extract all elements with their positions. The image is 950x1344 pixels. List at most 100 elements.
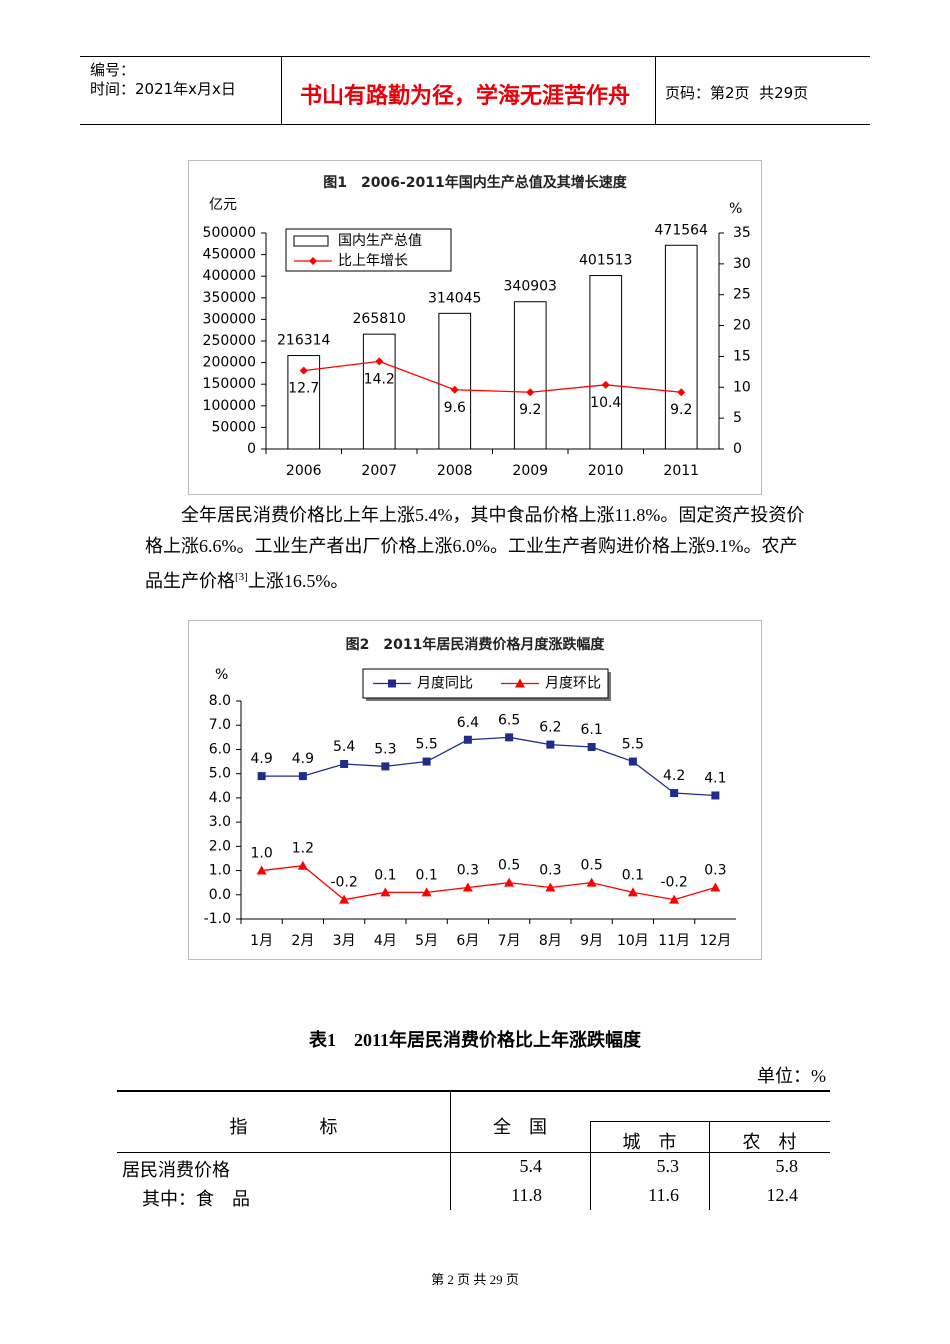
y-tick-label: 2.0 xyxy=(209,838,231,854)
data-label: 401513 xyxy=(579,253,632,269)
y-tick-label: 250000 xyxy=(203,333,256,349)
point xyxy=(587,743,596,752)
table-rule xyxy=(117,1090,830,1092)
point xyxy=(297,860,308,870)
data-label: 0.3 xyxy=(704,863,726,879)
y-tick-label: 350000 xyxy=(203,290,256,306)
x-tick-label: 9月 xyxy=(580,933,603,949)
table-header: 指 标 xyxy=(229,1117,338,1137)
page-number: 页码：第2页 共29页 xyxy=(665,84,809,102)
legend-label: 月度环比 xyxy=(545,676,601,692)
data-label: 4.9 xyxy=(250,751,272,767)
data-label: 6.5 xyxy=(498,712,520,728)
table-cell-number: 5.8 xyxy=(775,1156,799,1176)
footer: 第 2 页 共 29 页 xyxy=(431,1272,519,1287)
y-axis-label: 亿元 xyxy=(209,197,237,213)
point xyxy=(257,772,266,781)
table-cell-number: 5.3 xyxy=(656,1156,680,1176)
legend-label: 比上年增长 xyxy=(338,253,408,269)
y2-tick-label: 25 xyxy=(733,287,751,303)
point xyxy=(546,740,555,749)
data-label: 4.2 xyxy=(663,768,685,784)
y-tick-label: 300000 xyxy=(203,311,256,327)
x-tick-label: 2007 xyxy=(361,463,397,479)
chart: 图2 2011年居民消费价格月度涨跌幅度% -1.0 0.0 1.0 2.0 3.0 4.0… xyxy=(204,636,736,949)
point xyxy=(711,791,720,800)
data-label: 471564 xyxy=(655,222,709,238)
data-label: 0.3 xyxy=(539,863,561,879)
x-tick-label: 2009 xyxy=(512,463,548,479)
data-label: 6.1 xyxy=(580,722,602,738)
y-tick-label: 6.0 xyxy=(209,741,231,757)
point xyxy=(601,380,610,389)
paragraph-text: 上涨16.5%。 xyxy=(247,571,349,591)
y-tick-label: 400000 xyxy=(203,268,256,284)
data-label: 340903 xyxy=(504,279,557,295)
point xyxy=(504,877,515,887)
point xyxy=(677,388,686,397)
data-label: 9.2 xyxy=(519,402,541,418)
x-tick-label: 8月 xyxy=(539,933,562,949)
data-label: 0.5 xyxy=(580,858,602,874)
y-tick-label: 50000 xyxy=(211,419,256,435)
table-cell-number: 11.6 xyxy=(648,1185,679,1205)
point xyxy=(526,388,535,397)
data-label: 6.2 xyxy=(539,720,561,736)
table-cell-label: 其中：食 品 xyxy=(142,1189,250,1209)
legend-marker xyxy=(388,679,396,688)
point xyxy=(375,357,384,366)
table-unit: 单位：% xyxy=(757,1066,826,1086)
point xyxy=(298,772,307,781)
data-label: 5.4 xyxy=(333,739,355,755)
chart-title: 图2 2011年居民消费价格月度涨跌幅度 xyxy=(346,636,606,653)
time: 时间：2021年x月x日 xyxy=(90,80,236,98)
table-cell-label: 居民消费价格 xyxy=(122,1160,230,1180)
point xyxy=(586,877,597,887)
x-tick-label: 2011 xyxy=(663,463,699,479)
y2-tick-label: 20 xyxy=(733,318,751,334)
data-label: 0.3 xyxy=(457,863,479,879)
header-divider xyxy=(281,56,282,125)
point xyxy=(421,887,432,897)
data-label: 4.9 xyxy=(292,751,314,767)
line xyxy=(261,865,716,901)
point xyxy=(339,894,350,904)
point xyxy=(381,762,390,771)
data-label: 5.5 xyxy=(415,737,437,753)
y-tick-label: 0 xyxy=(247,441,256,457)
x-tick-label: 4月 xyxy=(374,933,397,949)
y-tick-label: 4.0 xyxy=(209,790,231,806)
y-tick-label: 8.0 xyxy=(209,693,231,709)
y2-tick-label: 35 xyxy=(733,225,751,241)
point xyxy=(628,757,637,766)
x-tick-label: 2008 xyxy=(437,463,473,479)
header-rule xyxy=(80,56,870,57)
y-tick-label: 200000 xyxy=(203,355,256,371)
legend-marker xyxy=(515,678,525,688)
data-label: 216314 xyxy=(277,333,331,349)
y2-tick-label: 5 xyxy=(733,410,742,426)
point xyxy=(505,733,514,742)
bar xyxy=(438,312,472,450)
table-header: 城 市 xyxy=(622,1132,677,1152)
data-label: 14.2 xyxy=(364,371,395,387)
x-tick-label: 7月 xyxy=(498,933,521,949)
bar xyxy=(664,244,698,450)
x-tick-label: 3月 xyxy=(333,933,356,949)
y-tick-label: 500000 xyxy=(203,225,256,241)
data-label: 1.2 xyxy=(292,841,314,857)
data-label: 0.1 xyxy=(415,867,437,883)
y-axis-label: % xyxy=(215,667,228,683)
line xyxy=(261,736,716,797)
point xyxy=(450,385,459,394)
y-tick-label: 1.0 xyxy=(209,863,231,879)
table-rule xyxy=(590,1121,830,1122)
x-tick-label: 11月 xyxy=(658,933,690,949)
legend-label: 国内生产总值 xyxy=(338,233,422,249)
point xyxy=(462,882,473,892)
data-label: 5.3 xyxy=(374,741,396,757)
data-label: 0.1 xyxy=(622,867,644,883)
data-label: 10.4 xyxy=(590,395,621,411)
